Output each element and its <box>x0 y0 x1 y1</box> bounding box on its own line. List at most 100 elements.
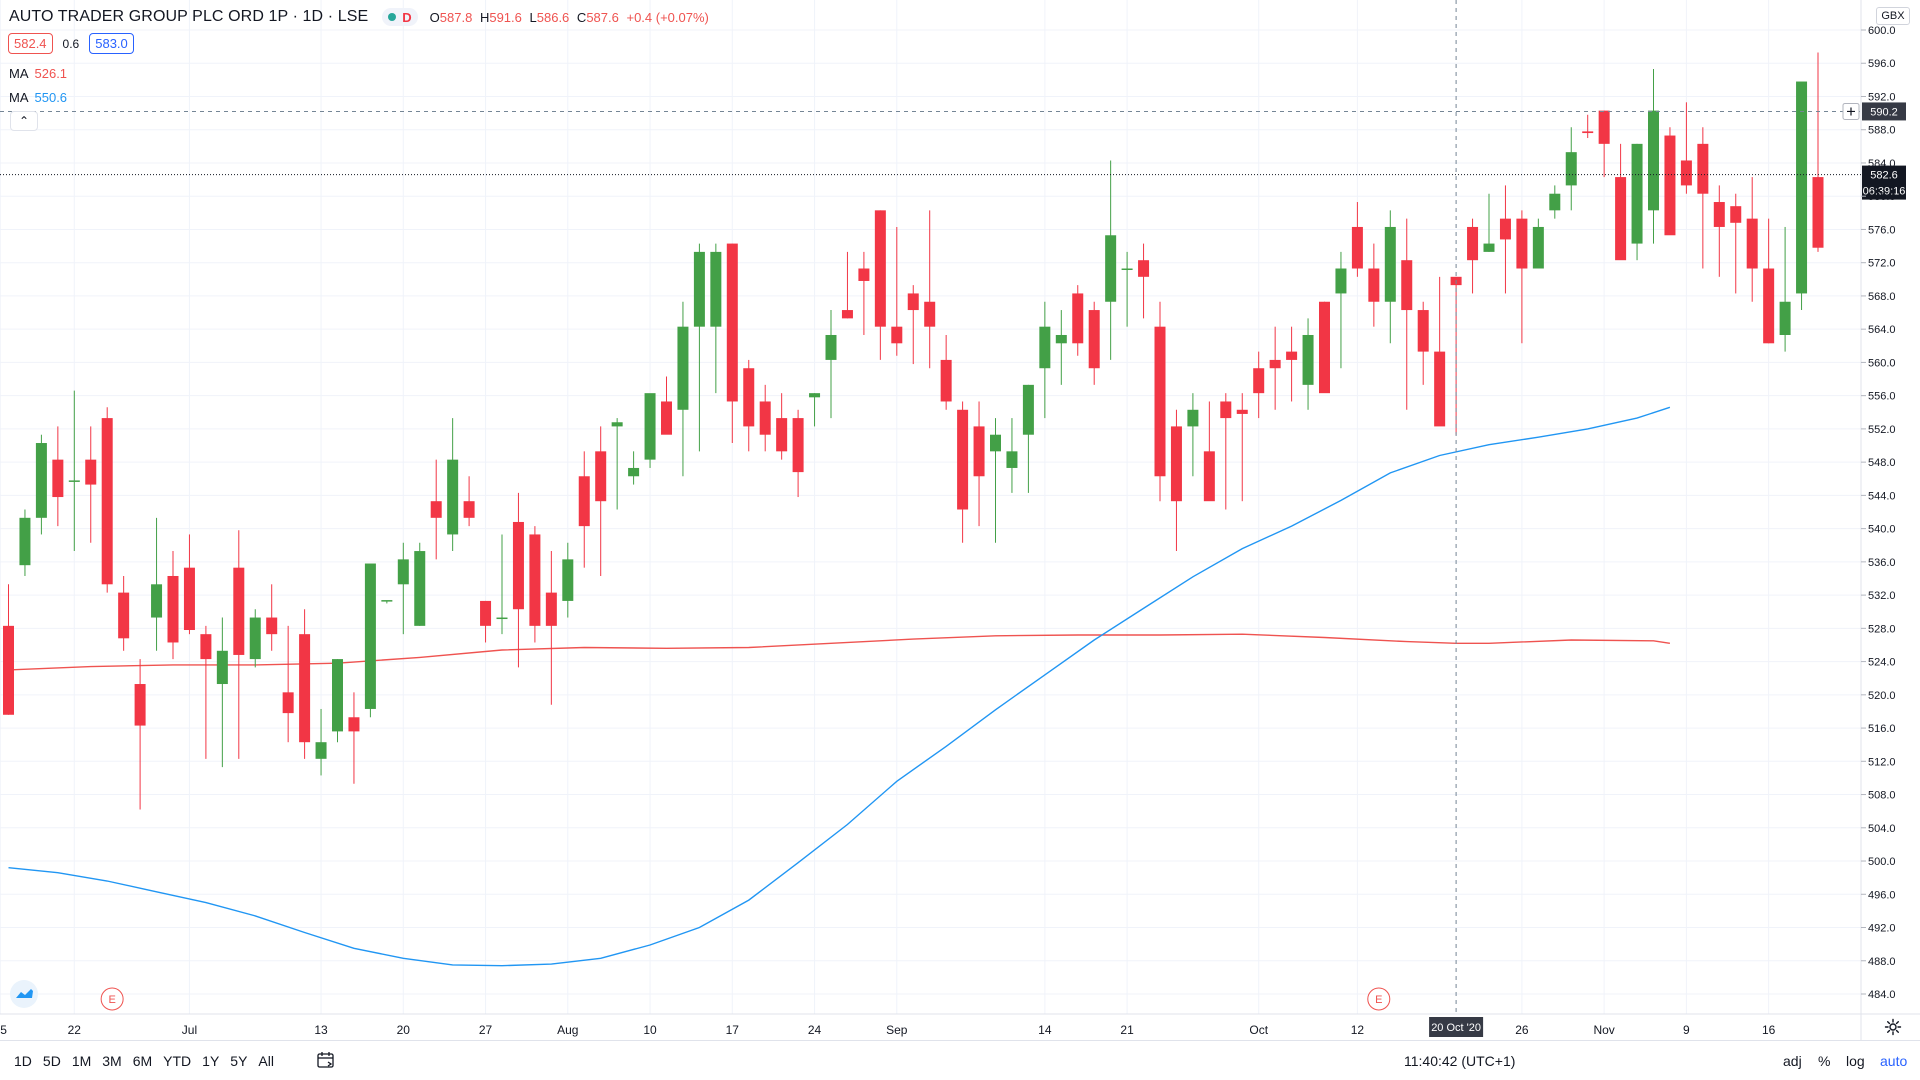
candle <box>348 692 360 784</box>
candle <box>628 451 640 485</box>
candle <box>1269 326 1281 410</box>
range-1y[interactable]: 1Y <box>202 1053 220 1069</box>
chart-settings-gear-icon[interactable] <box>1884 1018 1902 1036</box>
symbol-title[interactable]: AUTO TRADER GROUP PLC ORD 1P · 1D · LSE <box>9 8 369 25</box>
time-tick-label: 27 <box>479 1023 493 1037</box>
candle-body <box>661 401 672 435</box>
open-label: O <box>429 9 440 25</box>
chevron-up-icon: ⌃ <box>18 114 30 128</box>
candle-body <box>134 684 146 726</box>
candle <box>233 530 245 759</box>
earnings-marker-icon[interactable]: E <box>1367 987 1391 1011</box>
candle-body <box>1598 110 1610 144</box>
collapse-legend-button[interactable]: ⌃ <box>10 111 38 131</box>
candle-body <box>1417 310 1429 352</box>
candle-body <box>940 359 952 402</box>
candle-body <box>1779 301 1791 335</box>
range-ytd[interactable]: YTD <box>163 1053 192 1069</box>
candle <box>1401 218 1413 410</box>
candle-body <box>1549 193 1561 211</box>
candle-body <box>1039 326 1051 369</box>
candle-body <box>299 634 311 743</box>
candle-body <box>348 717 360 732</box>
log-scale-toggle[interactable]: log <box>1846 1053 1865 1069</box>
candle <box>710 243 722 394</box>
price-tick-label: 496.0 <box>1868 889 1896 901</box>
bar-countdown: 06:39:16 <box>1863 186 1906 198</box>
calendar-goto-icon[interactable] <box>316 1051 336 1069</box>
candle-body <box>167 575 179 643</box>
last-price-value: 582.6 <box>1870 170 1898 182</box>
candle-body <box>1302 334 1314 385</box>
candle <box>693 243 705 452</box>
candle-body <box>151 584 163 618</box>
delayed-badge: D <box>402 9 412 25</box>
candle <box>1730 193 1742 294</box>
earnings-marker-icon[interactable]: E <box>100 987 124 1011</box>
candle <box>1615 143 1627 261</box>
candle <box>1499 185 1511 294</box>
candle-body <box>792 418 804 473</box>
percent-scale-toggle[interactable]: % <box>1818 1053 1831 1069</box>
price-tick-label: 564.0 <box>1868 324 1896 336</box>
price-tick-label: 568.0 <box>1868 291 1896 303</box>
candle <box>1796 81 1808 311</box>
candle <box>1236 393 1248 502</box>
candle <box>578 451 590 568</box>
candle-body <box>1170 426 1182 502</box>
candle <box>167 551 179 660</box>
ma-legend-short[interactable]: MA 550.6 <box>9 90 67 105</box>
candle-body <box>957 409 969 510</box>
candle-body <box>397 559 409 585</box>
range-1m[interactable]: 1M <box>71 1053 92 1069</box>
candle-body <box>1713 202 1725 227</box>
candle-body <box>973 426 985 477</box>
price-tick-label: 552.0 <box>1868 424 1896 436</box>
plus-icon <box>1847 107 1855 116</box>
auto-scale-toggle[interactable]: auto <box>1880 1053 1908 1069</box>
candle-body <box>693 251 705 327</box>
tradingview-logo-icon[interactable] <box>10 980 38 1008</box>
candle-body <box>118 592 130 639</box>
adjust-toggle[interactable]: adj <box>1783 1053 1802 1069</box>
low-value: 586.6 <box>536 9 570 25</box>
timezone-clock[interactable]: 11:40:42 (UTC+1) <box>1404 1053 1516 1069</box>
candle-body <box>216 650 228 685</box>
range-all[interactable]: All <box>258 1053 274 1069</box>
range-6m[interactable]: 6M <box>132 1053 153 1069</box>
candle <box>299 609 311 759</box>
range-5y[interactable]: 5Y <box>230 1053 248 1069</box>
candle <box>759 384 771 452</box>
candle-body <box>562 559 574 601</box>
currency-badge[interactable]: GBX <box>1876 7 1910 25</box>
candle-body <box>611 422 623 427</box>
price-tick-label: 508.0 <box>1868 790 1896 802</box>
market-status[interactable]: D <box>382 8 418 26</box>
range-3m[interactable]: 3M <box>102 1053 122 1069</box>
candle-body <box>924 301 936 327</box>
candle <box>595 426 607 576</box>
candle-body <box>726 243 738 402</box>
candle <box>1072 285 1084 356</box>
candle-body <box>743 368 755 427</box>
buy-price-button[interactable]: 583.0 <box>89 33 134 54</box>
candle <box>907 285 919 365</box>
candle <box>101 407 113 593</box>
candle-body <box>282 692 294 714</box>
range-5d[interactable]: 5D <box>42 1053 61 1069</box>
candle-body <box>19 517 31 566</box>
candle <box>68 390 80 552</box>
candle <box>266 584 278 651</box>
sell-price-button[interactable]: 582.4 <box>8 33 53 54</box>
close-value: 587.6 <box>586 9 619 25</box>
time-tick-label: Nov <box>1593 1023 1614 1037</box>
price-chart[interactable]: 590.2 582.6 06:39:16 20 Oct '20 E E 484.0 488.… <box>0 0 1920 1040</box>
candle <box>200 625 212 759</box>
range-1d[interactable]: 1D <box>14 1053 32 1069</box>
candle <box>1549 185 1561 219</box>
ma-legend-long[interactable]: MA 526.1 <box>9 66 67 81</box>
time-tick-label: 15 <box>0 1023 7 1037</box>
time-tick-label: 9 <box>1683 1023 1690 1037</box>
candle-body <box>776 418 788 452</box>
price-tick-label: 580.0 <box>1868 191 1896 203</box>
